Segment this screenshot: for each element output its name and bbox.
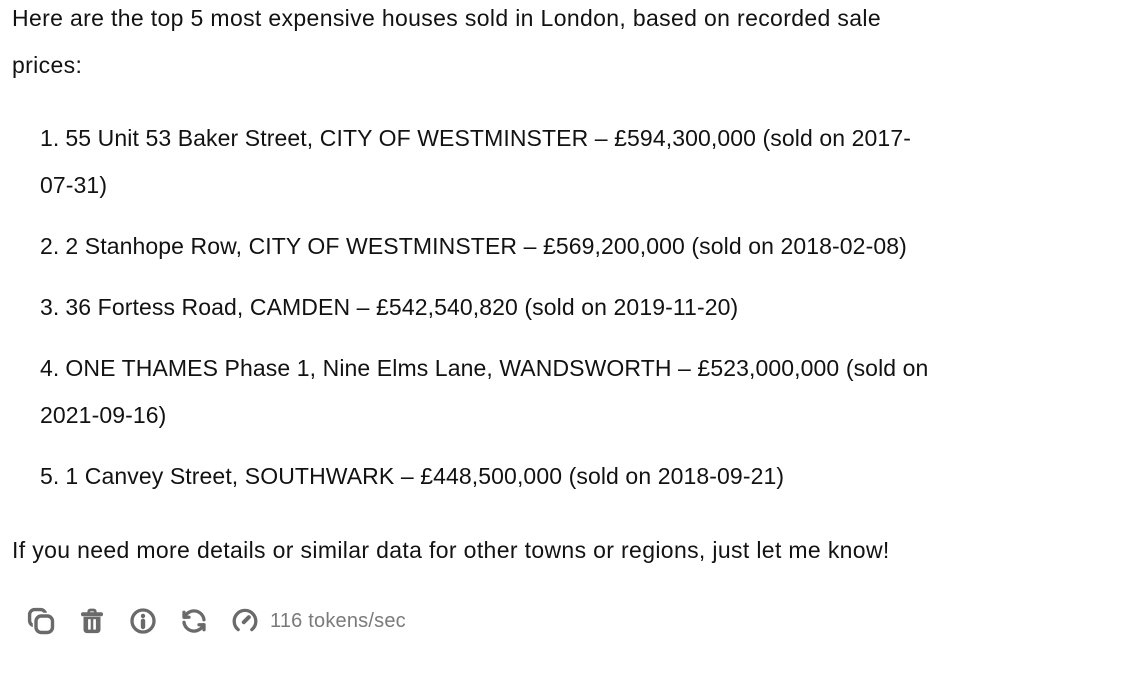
speed-stat-group: 116 tokens/sec: [230, 598, 406, 645]
list-item-text: 1 Canvey Street, SOUTHWARK – £448,500,00…: [65, 463, 785, 489]
message-action-bar: 116 tokens/sec: [26, 606, 940, 636]
info-icon: [130, 608, 156, 634]
message-intro: Here are the top 5 most expensive houses…: [12, 5, 881, 78]
gauge-icon: [230, 606, 260, 636]
list-item-number: 2.: [40, 233, 60, 259]
list-item-number: 5.: [40, 463, 60, 489]
trash-icon: [81, 608, 103, 634]
list-item: 4. ONE THAMES Phase 1, Nine Elms Lane, WA…: [40, 345, 940, 439]
house-list: 1. 55 Unit 53 Baker Street, CITY OF WESTM…: [12, 115, 940, 500]
tokens-per-sec-stat: 116 tokens/sec: [270, 609, 406, 632]
delete-button[interactable]: [77, 606, 107, 636]
copy-icon: [27, 607, 56, 636]
list-item-text: 2 Stanhope Row, CITY OF WESTMINSTER – £5…: [65, 233, 907, 259]
list-item: 1. 55 Unit 53 Baker Street, CITY OF WESTM…: [40, 115, 940, 209]
info-button[interactable]: [128, 606, 158, 636]
list-item-text: ONE THAMES Phase 1, Nine Elms Lane, WAND…: [40, 355, 929, 428]
list-item-text: 55 Unit 53 Baker Street, CITY OF WESTMIN…: [40, 125, 911, 198]
assistant-message: Here are the top 5 most expensive houses…: [12, 5, 940, 636]
list-item-number: 4.: [40, 355, 60, 381]
list-item: 3. 36 Fortess Road, CAMDEN – £542,540,820…: [40, 284, 940, 331]
message-outro: If you need more details or similar data…: [12, 537, 890, 563]
list-item-text: 36 Fortess Road, CAMDEN – £542,540,820 (…: [65, 294, 739, 320]
list-item-number: 1.: [40, 125, 60, 151]
copy-button[interactable]: [26, 606, 56, 636]
regenerate-button[interactable]: [179, 606, 209, 636]
refresh-icon: [182, 609, 206, 633]
list-item: 5. 1 Canvey Street, SOUTHWARK – £448,500,…: [40, 453, 940, 500]
list-item-number: 3.: [40, 294, 60, 320]
list-item: 2. 2 Stanhope Row, CITY OF WESTMINSTER – …: [40, 223, 940, 270]
